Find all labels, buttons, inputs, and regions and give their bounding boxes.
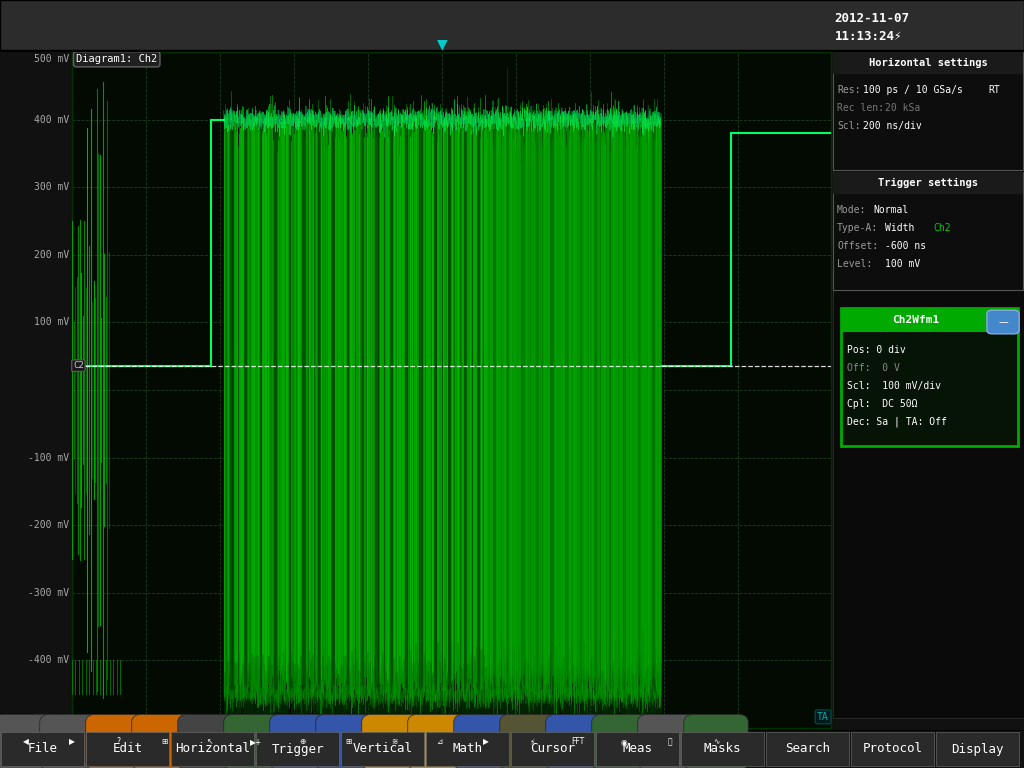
Text: -400 mV: -400 mV — [28, 655, 69, 665]
Text: ▶+: ▶+ — [250, 737, 262, 746]
Text: -800 ns: -800 ns — [126, 731, 167, 741]
Text: ⊞: ⊞ — [161, 737, 167, 746]
Text: ⊿: ⊿ — [437, 737, 443, 746]
Text: 11:13:24⚡: 11:13:24⚡ — [835, 31, 902, 44]
Text: Dec: Sa | TA: Off: Dec: Sa | TA: Off — [847, 417, 947, 427]
Text: Ch2Wfm1: Ch2Wfm1 — [892, 315, 939, 325]
Text: 200 mV: 200 mV — [34, 250, 69, 260]
Text: Display: Display — [951, 743, 1004, 756]
Text: Cursor: Cursor — [530, 743, 575, 756]
Text: 🗑: 🗑 — [668, 737, 673, 746]
Text: 1 µs: 1 µs — [835, 731, 857, 741]
Text: Level:: Level: — [837, 259, 872, 269]
Text: 600 ns: 600 ns — [647, 731, 682, 741]
Text: -400 ns: -400 ns — [273, 731, 314, 741]
Text: ⊞: ⊞ — [345, 737, 351, 746]
Text: Res:: Res: — [837, 85, 860, 95]
Text: Math: Math — [453, 743, 482, 756]
Text: Scl:: Scl: — [837, 121, 860, 131]
Text: -100 mV: -100 mV — [28, 452, 69, 462]
Text: Meas: Meas — [623, 743, 652, 756]
Text: 100 ps / 10 GSa/s: 100 ps / 10 GSa/s — [863, 85, 963, 95]
Text: Diagram1: Ch2: Diagram1: Ch2 — [76, 55, 158, 65]
Text: Trigger: Trigger — [271, 743, 324, 756]
Text: Protocol: Protocol — [862, 743, 923, 756]
Text: -600 ns: -600 ns — [200, 731, 241, 741]
Text: 200 ns/div: 200 ns/div — [863, 121, 922, 131]
Text: —: — — [998, 317, 1008, 327]
Text: FFT: FFT — [571, 737, 585, 746]
Text: ⚡: ⚡ — [529, 737, 535, 746]
Text: Horizontal settings: Horizontal settings — [869, 58, 988, 68]
Text: 100 mV: 100 mV — [885, 259, 921, 269]
Text: Masks: Masks — [703, 743, 741, 756]
Text: 2012-11-07: 2012-11-07 — [835, 12, 909, 25]
Text: Vertical: Vertical — [352, 743, 413, 756]
Text: 200 ns: 200 ns — [499, 731, 534, 741]
Text: Horizontal: Horizontal — [175, 743, 250, 756]
Text: ◉: ◉ — [621, 737, 628, 746]
Text: -500 mV: -500 mV — [28, 714, 69, 724]
Text: -200 mV: -200 mV — [28, 520, 69, 530]
Text: ▶: ▶ — [483, 737, 488, 746]
Text: 400 ns: 400 ns — [572, 731, 608, 741]
Text: ⊕: ⊕ — [299, 737, 305, 746]
Text: 500 mV: 500 mV — [34, 55, 69, 65]
Text: 800 ns: 800 ns — [721, 731, 756, 741]
Text: Edit: Edit — [113, 743, 142, 756]
Text: Mode:: Mode: — [837, 205, 866, 215]
Text: -600 ns: -600 ns — [885, 241, 926, 251]
Text: Normal: Normal — [873, 205, 908, 215]
Text: ∿: ∿ — [713, 737, 719, 746]
Text: 0s: 0s — [436, 731, 449, 741]
Text: Cpl:  DC 50Ω: Cpl: DC 50Ω — [847, 399, 918, 409]
Text: ◀: ◀ — [24, 737, 29, 746]
Text: Scl:  100 mV/div: Scl: 100 mV/div — [847, 381, 941, 391]
Text: 100 mV: 100 mV — [34, 317, 69, 327]
Text: ↖: ↖ — [207, 737, 213, 746]
Text: ▼: ▼ — [437, 37, 447, 51]
Text: ≋: ≋ — [391, 737, 397, 746]
Text: 20 kSa: 20 kSa — [885, 103, 921, 113]
Text: Off:  0 V: Off: 0 V — [847, 363, 900, 373]
Text: TA: TA — [817, 712, 829, 722]
Text: Rec len:: Rec len: — [837, 103, 884, 113]
Text: 400 mV: 400 mV — [34, 114, 69, 124]
Text: -300 mV: -300 mV — [28, 588, 69, 598]
Text: RT: RT — [988, 85, 999, 95]
Text: Width: Width — [885, 223, 914, 233]
Text: -200 ns: -200 ns — [347, 731, 389, 741]
Text: Type-A:: Type-A: — [837, 223, 879, 233]
Text: Search: Search — [785, 743, 830, 756]
Text: ▶: ▶ — [69, 737, 75, 746]
Text: ?: ? — [116, 737, 120, 746]
Text: Trigger settings: Trigger settings — [879, 178, 979, 188]
Text: File: File — [28, 743, 57, 756]
Text: Ch2: Ch2 — [933, 223, 950, 233]
Text: 300 mV: 300 mV — [34, 182, 69, 192]
Text: Pos: 0 div: Pos: 0 div — [847, 345, 906, 355]
Text: C2: C2 — [73, 361, 84, 370]
Text: Offset:: Offset: — [837, 241, 879, 251]
